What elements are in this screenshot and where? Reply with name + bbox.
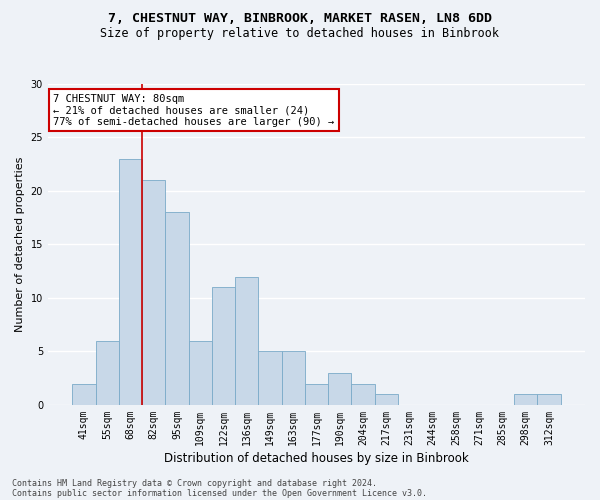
Bar — [188, 341, 212, 405]
Bar — [166, 212, 188, 405]
Bar — [538, 394, 560, 405]
Y-axis label: Number of detached properties: Number of detached properties — [15, 157, 25, 332]
Text: Contains public sector information licensed under the Open Government Licence v3: Contains public sector information licen… — [12, 488, 427, 498]
Bar — [305, 384, 328, 405]
Text: Contains HM Land Registry data © Crown copyright and database right 2024.: Contains HM Land Registry data © Crown c… — [12, 478, 377, 488]
Bar — [235, 276, 259, 405]
Bar — [281, 352, 305, 405]
Bar — [352, 384, 374, 405]
X-axis label: Distribution of detached houses by size in Binbrook: Distribution of detached houses by size … — [164, 452, 469, 465]
Bar — [374, 394, 398, 405]
Bar — [95, 341, 119, 405]
Bar — [514, 394, 538, 405]
Bar — [328, 373, 352, 405]
Bar — [259, 352, 281, 405]
Bar — [212, 288, 235, 405]
Text: Size of property relative to detached houses in Binbrook: Size of property relative to detached ho… — [101, 28, 499, 40]
Text: 7 CHESTNUT WAY: 80sqm
← 21% of detached houses are smaller (24)
77% of semi-deta: 7 CHESTNUT WAY: 80sqm ← 21% of detached … — [53, 94, 335, 127]
Bar — [142, 180, 166, 405]
Bar — [73, 384, 95, 405]
Text: 7, CHESTNUT WAY, BINBROOK, MARKET RASEN, LN8 6DD: 7, CHESTNUT WAY, BINBROOK, MARKET RASEN,… — [108, 12, 492, 26]
Bar — [119, 159, 142, 405]
